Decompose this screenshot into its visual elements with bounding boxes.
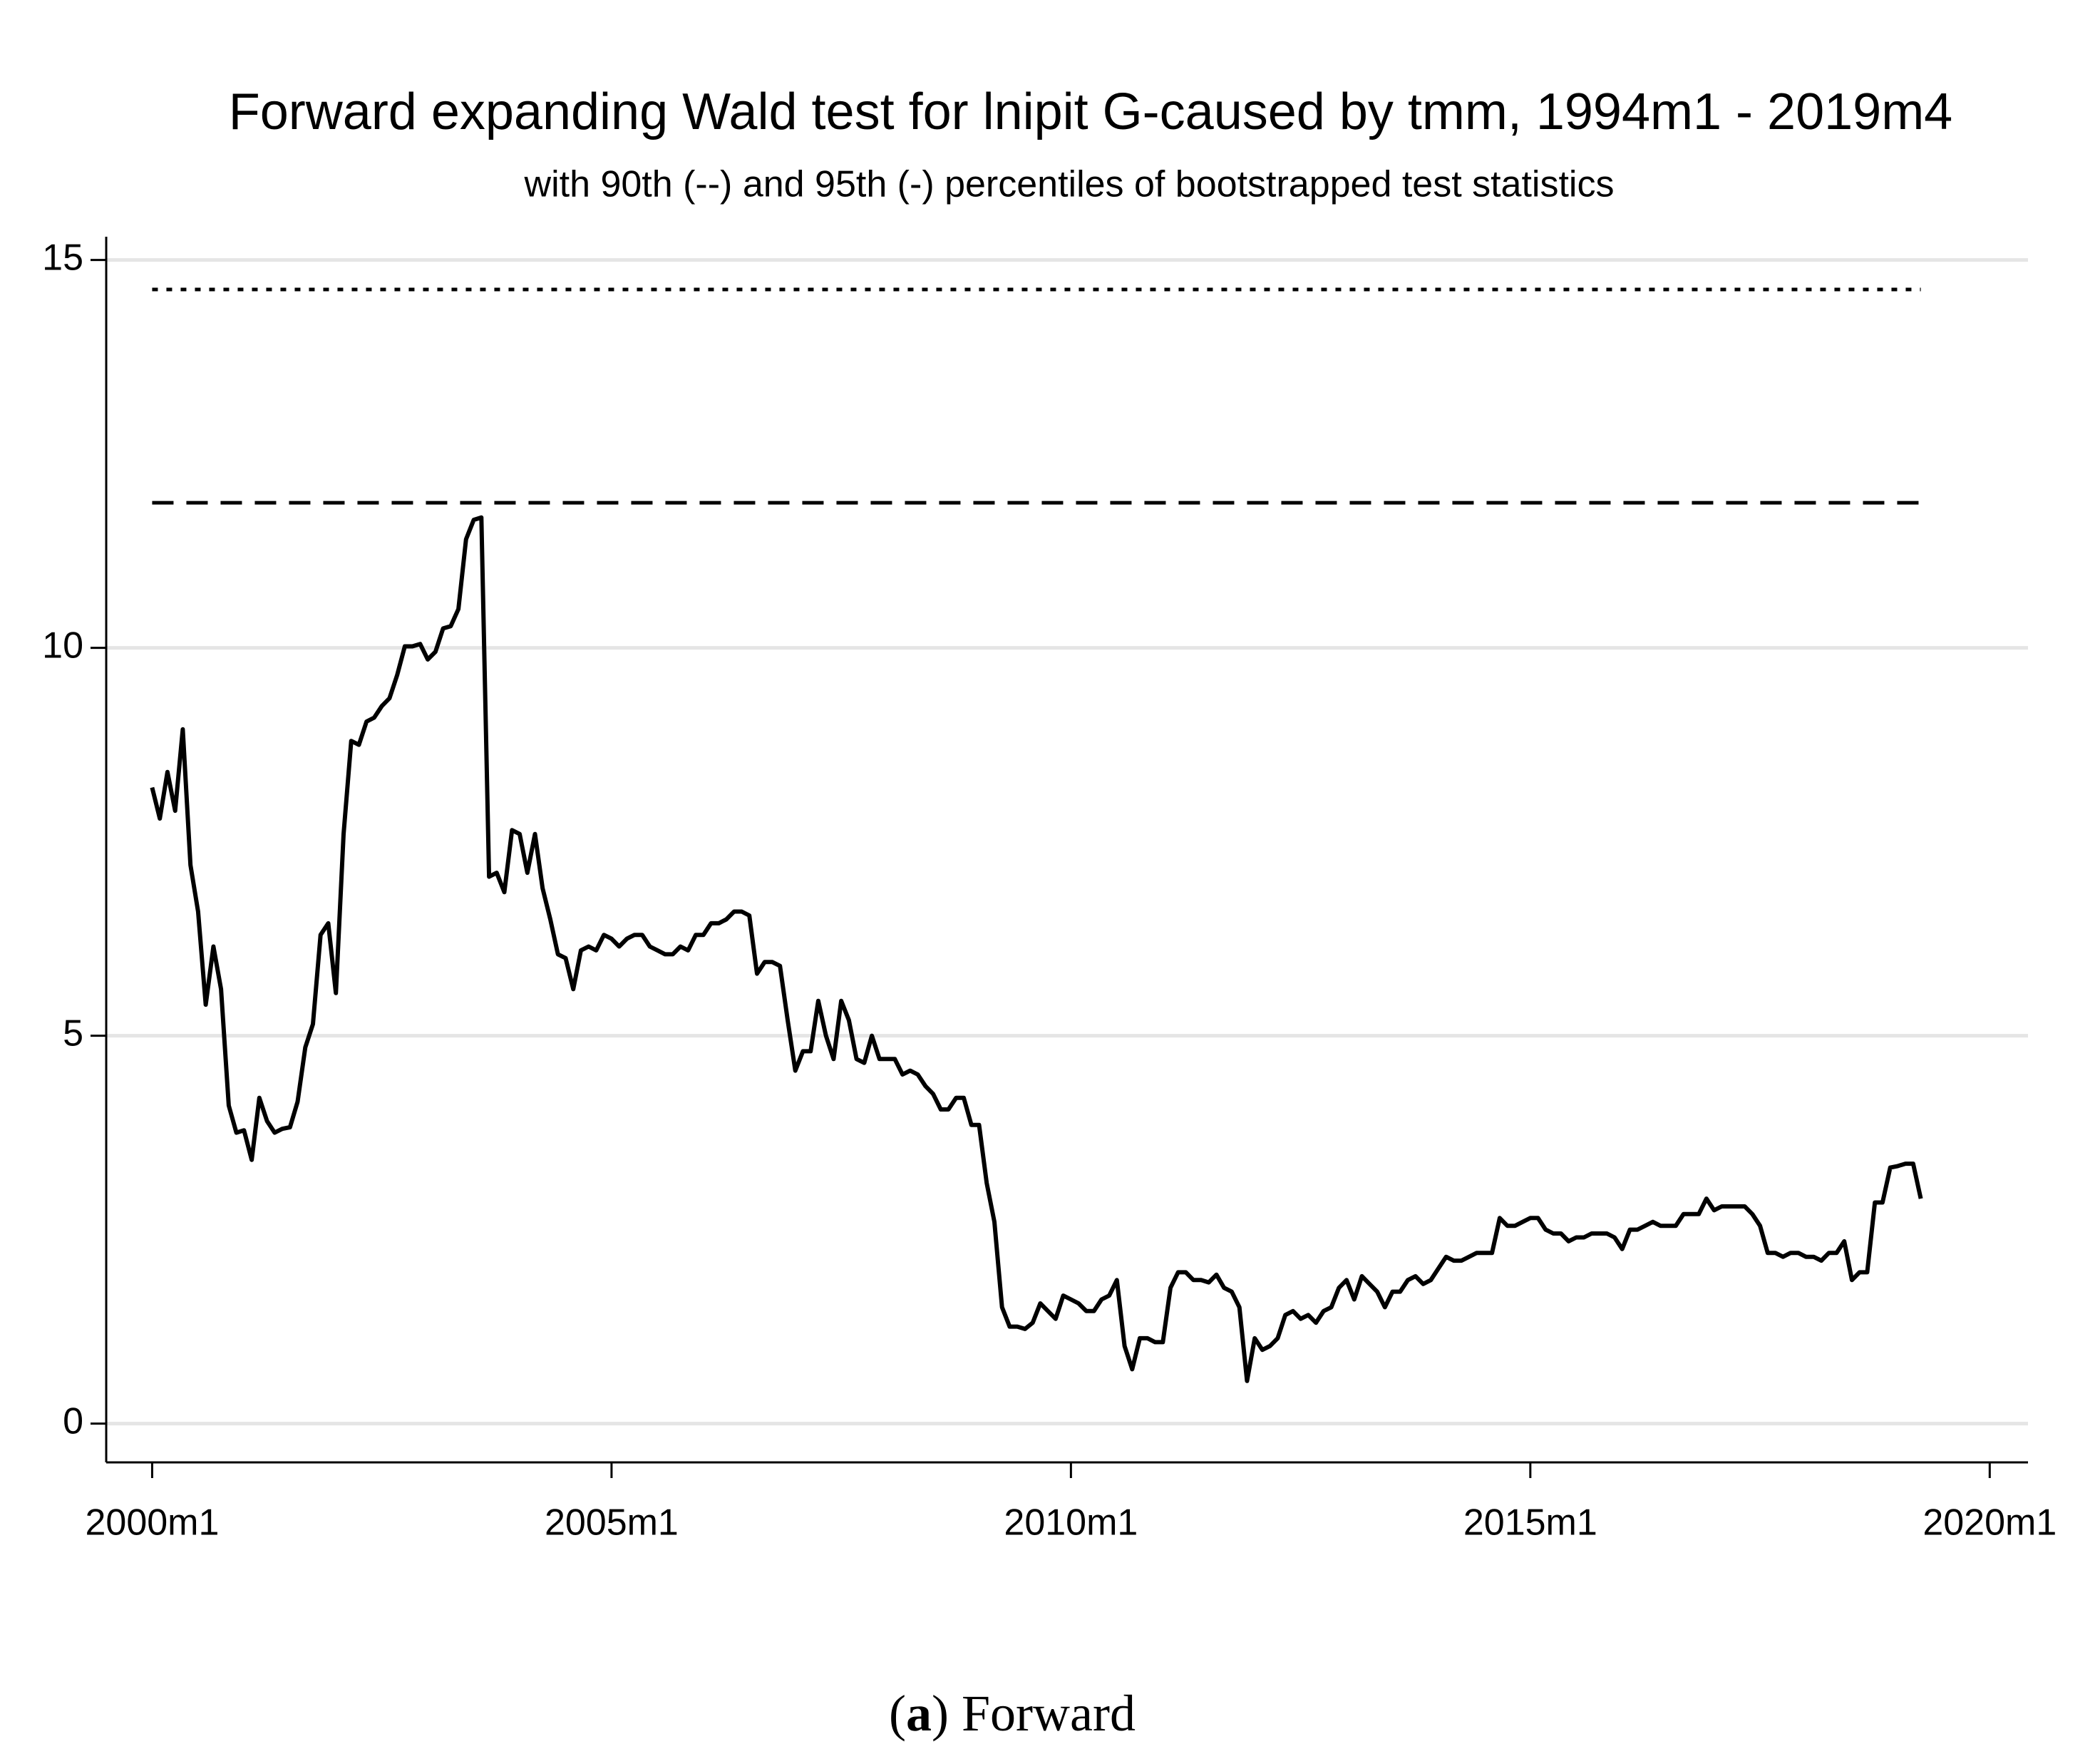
y-tick-label: 10	[42, 625, 83, 666]
caption-label: a	[906, 1685, 932, 1742]
y-tick-label: 0	[63, 1400, 83, 1442]
data-line	[150, 515, 1923, 1383]
chart-subtitle: with 90th (--) and 95th (-) percentiles …	[524, 164, 1615, 205]
x-tick-label: 2015m1	[1463, 1502, 1597, 1544]
x-tick-label: 2020m1	[1923, 1502, 2057, 1544]
y-tick-label: 15	[42, 237, 83, 278]
caption: (a) Forward	[889, 1685, 1136, 1742]
caption-text: ) Forward	[932, 1685, 1136, 1742]
x-tick-label: 2000m1	[85, 1502, 219, 1544]
chart-title: Forward expanding Wald test for lnipit G…	[229, 83, 1952, 140]
y-tick-label: 5	[63, 1012, 83, 1054]
x-tick-label: 2005m1	[545, 1502, 679, 1544]
x-tick-label: 2010m1	[1004, 1502, 1138, 1544]
caption-open: (	[889, 1685, 906, 1742]
